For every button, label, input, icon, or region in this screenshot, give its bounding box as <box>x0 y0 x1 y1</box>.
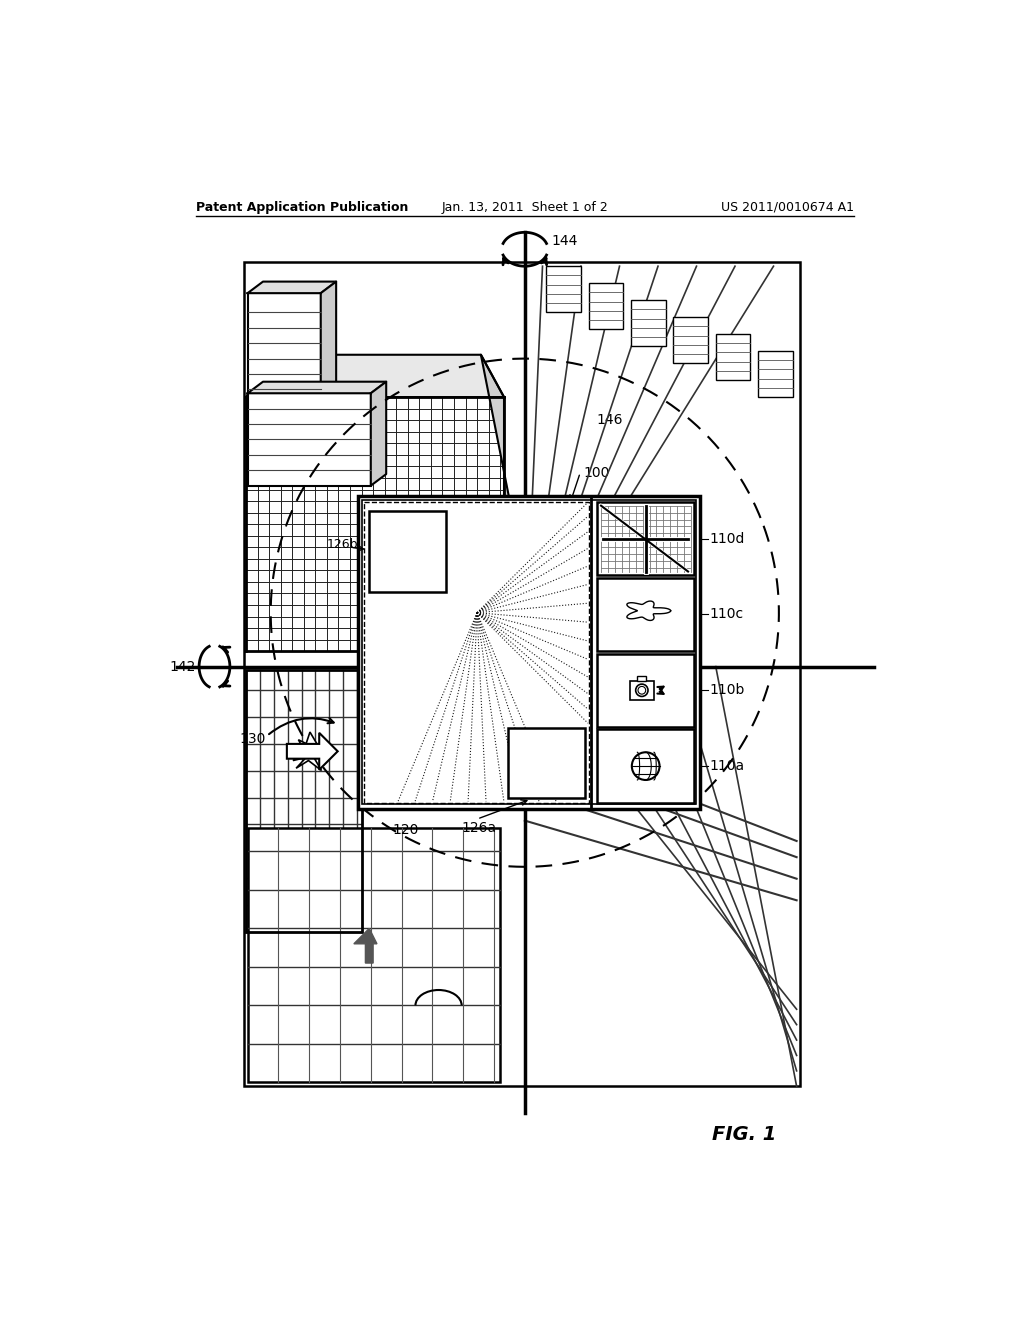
Polygon shape <box>354 928 377 964</box>
Text: DATA: DATA <box>388 544 427 558</box>
Polygon shape <box>321 281 336 393</box>
Text: 120: 120 <box>392 822 419 837</box>
Bar <box>244 263 801 1086</box>
Bar <box>597 578 694 651</box>
Text: DATA: DATA <box>526 755 566 771</box>
Text: O₀.: O₀. <box>646 620 660 630</box>
Bar <box>630 681 654 700</box>
Text: 146: 146 <box>596 412 623 426</box>
Text: 126a: 126a <box>462 821 497 834</box>
Polygon shape <box>287 733 338 770</box>
Bar <box>246 671 361 932</box>
Polygon shape <box>248 281 336 293</box>
Text: 144: 144 <box>552 234 579 248</box>
Bar <box>674 317 708 363</box>
Bar <box>716 334 751 380</box>
Bar <box>637 676 646 681</box>
Polygon shape <box>481 355 535 651</box>
Text: 130: 130 <box>240 733 266 746</box>
Polygon shape <box>246 355 504 397</box>
Bar <box>248 393 371 486</box>
Text: 124: 124 <box>545 733 571 746</box>
Polygon shape <box>627 601 671 620</box>
Text: 110b: 110b <box>710 684 745 697</box>
Text: Patent Application Publication: Patent Application Publication <box>196 201 409 214</box>
Bar <box>547 267 581 313</box>
Bar <box>370 511 446 591</box>
Bar <box>597 502 694 576</box>
Bar <box>758 351 793 397</box>
Text: Jan. 13, 2011  Sheet 1 of 2: Jan. 13, 2011 Sheet 1 of 2 <box>441 201 608 214</box>
Bar <box>508 729 585 797</box>
Bar <box>631 300 666 346</box>
Bar <box>362 500 695 804</box>
Text: 126b: 126b <box>327 539 358 550</box>
Bar <box>364 502 589 803</box>
Bar <box>597 653 694 727</box>
Polygon shape <box>248 381 386 393</box>
Bar <box>589 284 624 330</box>
Text: 100: 100 <box>584 466 609 480</box>
Text: 110c: 110c <box>710 607 743 622</box>
Bar <box>597 730 694 803</box>
Text: 110a: 110a <box>710 759 744 774</box>
Text: US 2011/0010674 A1: US 2011/0010674 A1 <box>721 201 854 214</box>
Text: FIG. 1: FIG. 1 <box>712 1125 776 1143</box>
Bar <box>248 829 500 1082</box>
Text: 142: 142 <box>170 660 197 675</box>
Polygon shape <box>293 733 330 771</box>
Bar <box>248 293 321 393</box>
Text: 110d: 110d <box>710 532 745 545</box>
Bar <box>357 496 700 809</box>
Polygon shape <box>371 381 386 486</box>
